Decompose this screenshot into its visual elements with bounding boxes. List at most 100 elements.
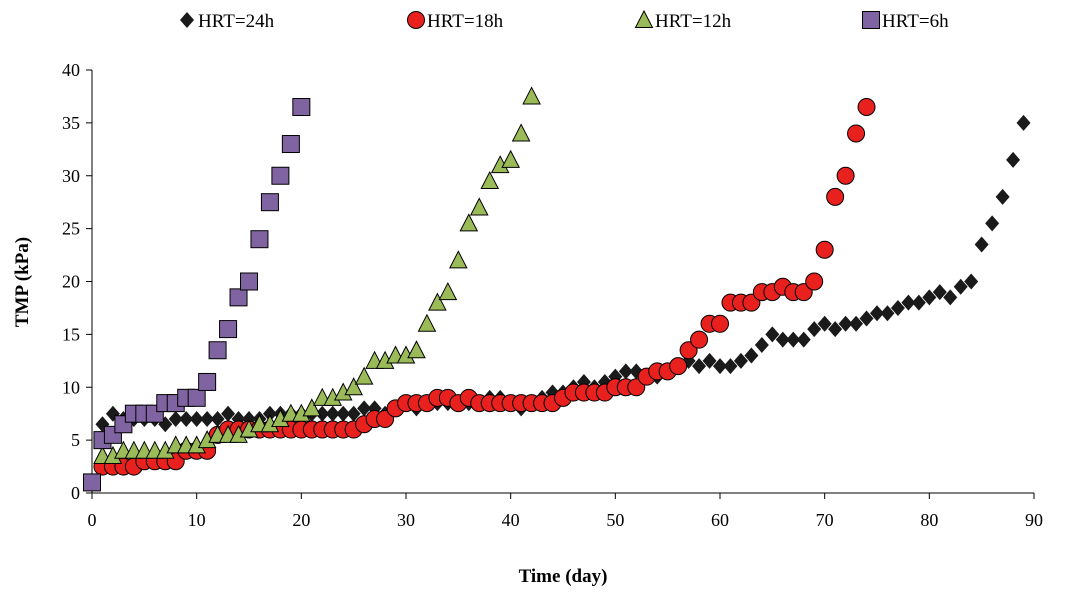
series-HRT=12h: [93, 86, 541, 464]
data-point: [1016, 114, 1031, 131]
data-point: [733, 352, 748, 369]
legend-label: HRT=18h: [427, 11, 504, 32]
data-point: [932, 284, 947, 301]
data-point: [281, 135, 300, 154]
data-point: [911, 294, 926, 311]
data-point: [511, 123, 531, 142]
data-point: [828, 321, 843, 338]
y-tick-label: 0: [71, 483, 80, 503]
series-HRT=6h: [83, 98, 311, 492]
legend: HRT=24h HRT=18h HRT=12h HRT=6h: [180, 9, 949, 32]
legend-item: HRT=6h: [862, 11, 949, 32]
data-point: [880, 305, 895, 322]
data-point: [449, 250, 468, 269]
data-point: [765, 326, 780, 343]
data-point: [702, 352, 717, 369]
data-point: [669, 357, 688, 376]
data-point: [357, 400, 372, 417]
x-tick-label: 90: [1025, 510, 1043, 530]
data-point: [480, 170, 500, 190]
data-point: [469, 197, 489, 216]
data-point: [354, 366, 374, 385]
y-tick-label: 35: [62, 113, 80, 133]
data-point: [179, 410, 194, 427]
data-point: [1006, 151, 1021, 168]
y-tick-label: 20: [62, 272, 80, 292]
legend-label: HRT=12h: [655, 11, 732, 32]
data-point: [315, 405, 330, 422]
data-point: [857, 98, 876, 117]
y-axis-title: TMP (kPa): [12, 237, 33, 327]
data-point: [168, 410, 183, 427]
data-point: [459, 213, 479, 232]
data-point: [336, 405, 351, 422]
y-tick-label: 5: [71, 430, 80, 450]
data-point: [754, 336, 769, 353]
data-point: [200, 410, 215, 427]
data-point: [344, 377, 363, 396]
data-point: [618, 363, 633, 380]
x-tick-label: 70: [816, 510, 834, 530]
y-tick-label: 15: [62, 324, 80, 344]
data-point: [826, 187, 845, 206]
y-tick-label: 30: [62, 166, 80, 186]
data-point: [221, 405, 236, 422]
data-point: [796, 331, 811, 348]
x-tick-label: 30: [397, 510, 415, 530]
data-point: [817, 315, 832, 332]
data-point: [198, 372, 217, 391]
data-point: [522, 86, 541, 105]
data-point: [723, 358, 738, 375]
x-axis-title: Time (day): [519, 566, 608, 587]
data-point: [870, 305, 884, 322]
data-point: [346, 405, 361, 422]
data-point: [428, 292, 447, 311]
data-point: [417, 313, 437, 332]
x-tick-label: 40: [502, 510, 520, 530]
data-point: [807, 321, 822, 338]
legend-marker: [862, 11, 880, 29]
data-point: [187, 388, 206, 407]
data-point: [325, 405, 340, 422]
data-point: [838, 315, 853, 332]
data-point: [302, 398, 322, 417]
data-point: [815, 240, 834, 259]
legend-marker: [180, 12, 194, 28]
data-point: [189, 410, 204, 427]
x-tick-label: 50: [606, 510, 624, 530]
tick-labels: 0 5 10 15 20 25 30 35 40 0 10 20 30 40 50 60 70 80 90: [62, 60, 1043, 530]
data-point: [260, 193, 279, 212]
legend-label: HRT=24h: [198, 11, 275, 32]
x-tick-label: 60: [711, 510, 729, 530]
data-point: [786, 331, 801, 348]
y-tick-label: 40: [62, 60, 80, 80]
data-point: [438, 281, 458, 301]
data-point: [901, 294, 916, 311]
legend-item: HRT=12h: [634, 9, 732, 32]
data-point: [836, 166, 855, 185]
legend-item: HRT=18h: [407, 11, 504, 32]
data-point: [262, 405, 277, 422]
data-point: [985, 215, 1000, 232]
legend-label: HRT=6h: [882, 11, 949, 32]
x-tick-label: 0: [88, 510, 97, 530]
data-point: [690, 330, 709, 349]
legend-marker: [407, 11, 425, 29]
x-tick-label: 80: [920, 510, 938, 530]
data-point: [250, 230, 269, 249]
plot-area: [83, 86, 1031, 492]
data-point: [407, 340, 426, 359]
axes: [86, 69, 1035, 499]
data-point: [240, 272, 258, 291]
data-point: [890, 299, 905, 316]
x-tick-label: 20: [292, 510, 310, 530]
data-point: [713, 358, 727, 375]
data-point: [711, 314, 729, 333]
data-point: [805, 272, 824, 291]
data-point: [292, 98, 311, 117]
data-point: [271, 166, 290, 185]
data-point: [964, 273, 979, 290]
data-point: [692, 358, 707, 375]
legend-marker: [634, 9, 654, 28]
